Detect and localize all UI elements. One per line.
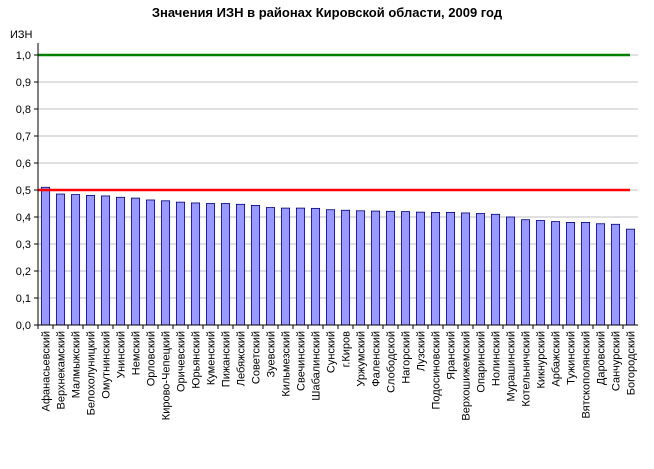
x-tick-label: Белохолуницкий [86,331,98,415]
x-tick-label: Орловский [146,331,158,386]
axes [34,43,638,329]
y-tick-label: 0,6 [16,158,31,170]
bar [190,202,201,326]
y-tick-label: 0,2 [16,266,31,278]
bar [160,200,171,326]
x-tick-label: Омутнинский [101,331,113,399]
x-tick-label: Афанасьевский [41,331,53,412]
bar [340,209,351,326]
x-tick-label: г.Киров [341,331,353,368]
y-tick-label: 0,0 [16,320,31,332]
bars [40,186,636,326]
x-tick-label: Сунский [326,331,338,373]
bar [55,193,66,326]
bar [520,219,531,326]
bar [280,207,291,326]
bar [250,204,261,326]
bar [85,194,96,326]
x-tick-label: Верхнекамский [56,331,68,409]
x-tick-label: Даровский [596,331,608,385]
bar [310,207,321,326]
x-tick-label: Арбажский [551,331,563,387]
bar [370,210,381,326]
x-tick-label: Опаринский [476,331,488,393]
bar [595,223,606,326]
bar [565,221,576,326]
y-tick-label: 0,8 [16,104,31,116]
bar [385,210,396,326]
x-tick-label: Мурашинский [506,331,518,402]
bar [490,213,501,326]
bar [175,201,186,326]
x-tick-label: Кильмезский [281,331,293,397]
y-tick-label: 0,9 [16,77,31,89]
bar [100,195,111,326]
y-tick-label: 0,1 [16,293,31,305]
y-tick-labels: 0,0 0,1 0,2 0,3 0,4 0,5 0,6 0,7 0,8 0,9 1,0 [16,50,31,332]
bar [70,194,81,326]
x-tick-label: Немский [131,331,143,375]
x-tick-label: Уржумский [356,331,368,387]
x-tick-label: Лузский [416,331,428,371]
bar [550,221,561,326]
y-tick-label: 0,7 [16,131,31,143]
x-tick-label: Советский [251,331,263,384]
bar [430,212,441,326]
x-tick-label: Богородский [626,331,638,395]
x-tick-label: Свечинский [296,331,308,391]
x-tick-label: Куменский [206,331,218,385]
x-tick-labels: Афанасьевский Верхнекамский Малмыжский Бело… [41,331,638,421]
bar [415,211,426,326]
x-tick-label: Юрьянский [191,331,203,389]
x-tick-label: Унинский [116,331,128,378]
bar [610,223,621,326]
x-tick-label: Пижанский [221,331,233,387]
x-tick-label: Фаленский [371,331,383,387]
bar [295,207,306,326]
x-tick-label: Лебяжский [236,331,248,386]
x-tick-label: Санчурский [611,331,623,391]
reference-lines [38,53,630,192]
x-tick-label: Подосиновский [431,331,443,409]
bar [625,228,636,326]
x-tick-label: Зуевский [266,331,278,377]
x-tick-label: Тужинский [566,331,578,385]
x-tick-label: Верхошижемский [461,331,473,421]
x-tick-label: Шабалинский [311,331,323,401]
bar [505,216,516,326]
bar [535,220,546,326]
x-tick-label: Кирово-Чепецкий [161,331,173,420]
bar [220,203,231,326]
x-tick-label: Слободской [386,331,398,393]
y-tick-label: 0,5 [16,185,31,197]
y-tick-label: 1,0 [16,50,31,62]
bar [400,211,411,326]
bar [325,209,336,326]
x-tick-label: Яранский [446,331,458,380]
y-tick-label: 0,4 [16,212,31,224]
bar [205,203,216,326]
bar [355,210,366,326]
bar [115,196,126,326]
bar [460,212,471,326]
x-tick-label: Кикнурский [536,331,548,389]
y-tick-label: 0,3 [16,239,31,251]
bar [235,203,246,326]
x-tick-label: Нагорский [401,331,413,384]
y-axis-label: ИЗН [10,29,33,41]
bar [475,213,486,326]
x-tick-label: Вятскополянский [581,331,593,419]
bar [130,197,141,326]
bar [145,199,156,326]
bar [580,221,591,326]
bar [445,212,456,326]
chart-title: Значения ИЗН в районах Кировской области… [152,5,503,20]
x-tick-label: Оричевский [176,331,188,392]
x-tick-label: Малмыжский [71,331,83,398]
bar [40,186,51,326]
x-tick-label: Нолинский [491,331,503,386]
x-tick-label: Котельничский [521,331,533,407]
bar [265,207,276,326]
